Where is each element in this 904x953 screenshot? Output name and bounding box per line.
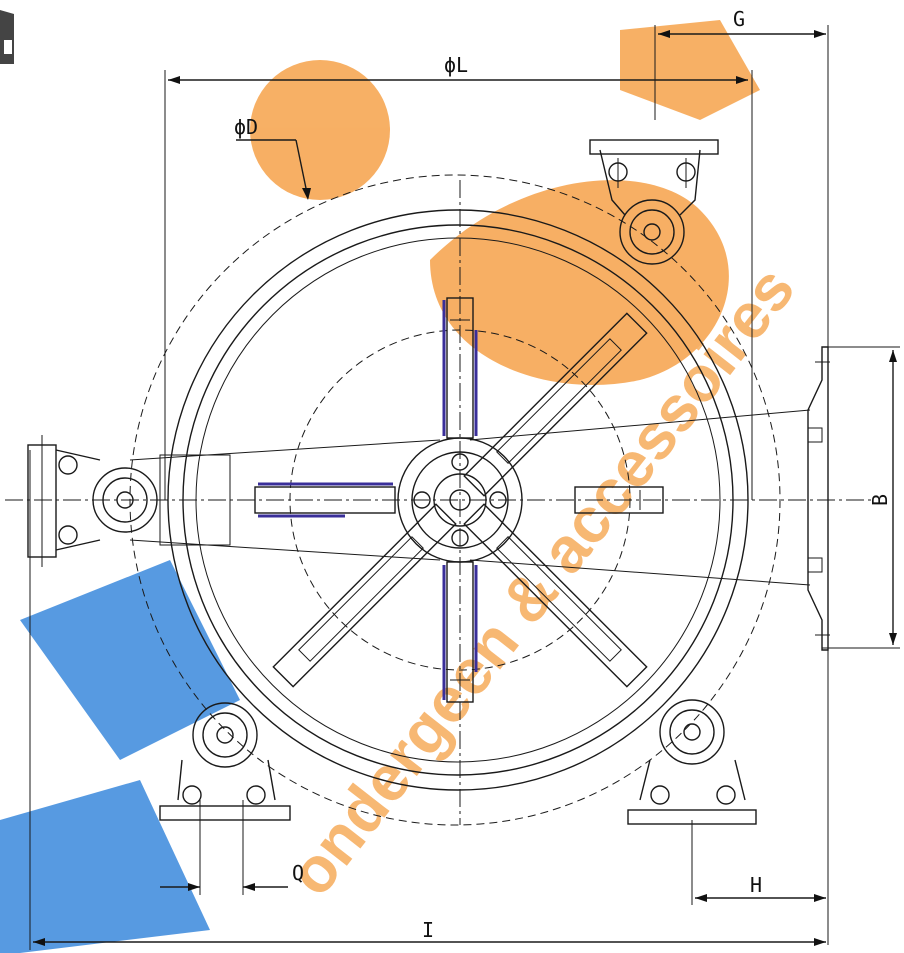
spoke-diag-lower-right <box>463 503 648 688</box>
rim-inner-2 <box>195 237 721 763</box>
reel-wheel <box>129 174 781 826</box>
label-G: G <box>733 7 745 31</box>
watermark-blob-blue-1 <box>20 560 240 760</box>
watermark-blob-blue-2 <box>0 780 210 953</box>
hub-bolt-bottom <box>451 529 469 547</box>
hub <box>397 437 523 563</box>
hub-bolt-right <box>489 491 507 509</box>
watermark-blob-orange-3 <box>620 20 760 120</box>
corner-tag-icon <box>0 10 14 64</box>
foot-lower-right <box>627 699 757 825</box>
hub-bolt-top <box>451 453 469 471</box>
label-Q: Q <box>292 861 304 885</box>
label-I: I <box>422 918 434 942</box>
spoke-diag-upper-right <box>463 312 648 497</box>
hub-bolt-left <box>413 491 431 509</box>
label-phi-L: ϕL <box>444 53 468 77</box>
watermark: ondergeen & accessoires <box>0 20 808 953</box>
foot-upper-right <box>589 139 719 265</box>
drum-dashed-circle <box>289 329 631 671</box>
right-bracket <box>807 346 830 651</box>
spoke-diag-lower-left <box>272 503 457 688</box>
label-H: H <box>750 873 762 897</box>
label-B: B <box>868 494 892 506</box>
outer-dashed-circle <box>129 174 781 826</box>
label-phi-D: ϕD <box>234 115 258 139</box>
rim-outer <box>167 209 749 791</box>
foot-lower-left <box>159 702 291 821</box>
rim-inner-1 <box>182 224 734 776</box>
foot-left <box>27 435 231 567</box>
watermark-blob-orange-1 <box>250 60 390 200</box>
watermark-blob-orange-2 <box>430 180 729 385</box>
center-lines <box>5 180 875 825</box>
spokes <box>129 297 811 703</box>
dimension-labels: ϕL G ϕD B Q H I <box>234 7 892 942</box>
